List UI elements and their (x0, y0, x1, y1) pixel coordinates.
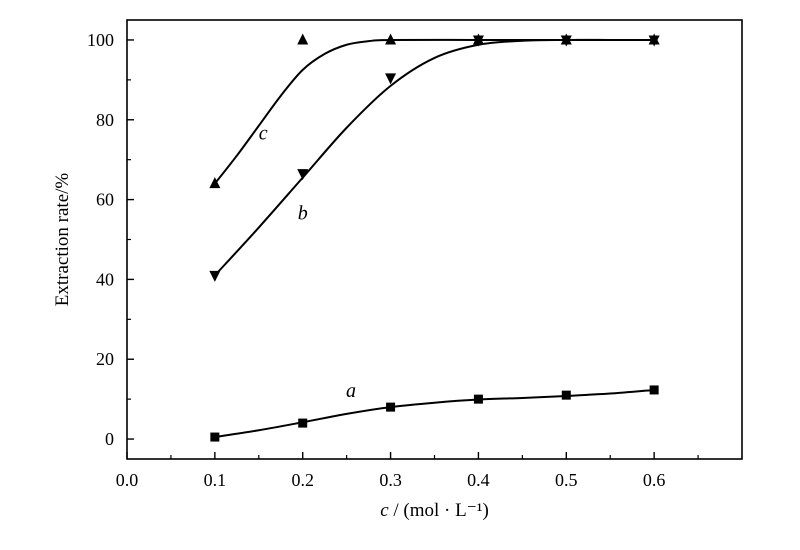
series-c-line (214, 38, 655, 185)
y-tick-label: 0 (105, 429, 114, 449)
series-c-point (385, 33, 397, 45)
series-c-point (560, 33, 572, 45)
series-a-point (561, 390, 571, 400)
x-axis-label: c / (mol · L⁻¹) (380, 500, 489, 521)
x-tick-label: 0.6 (643, 470, 666, 490)
series-b-point (297, 169, 309, 181)
y-tick-label: 100 (87, 30, 114, 50)
series-a-line (214, 388, 655, 439)
x-tick-label: 0.0 (116, 470, 139, 490)
y-tick-label: 80 (96, 110, 114, 130)
x-tick-label: 0.2 (291, 470, 314, 490)
series-label-b: b (298, 203, 308, 225)
x-tick-label: 0.3 (379, 470, 402, 490)
series-c (209, 33, 660, 189)
series-a-point (649, 385, 659, 395)
x-tick-label: 0.1 (204, 470, 227, 490)
series-label-c: c (259, 123, 268, 145)
y-tick-label: 20 (96, 349, 114, 369)
x-tick-label: 0.5 (555, 470, 578, 490)
x-axis-label-unit: / (mol · L⁻¹) (389, 500, 489, 521)
y-axis-ticks: 0 20 40 60 80 100 (87, 30, 134, 449)
series-a (210, 385, 659, 442)
annotation-layer: a b c (259, 123, 356, 402)
series-a-point (298, 418, 308, 428)
series-layer (209, 33, 660, 442)
x-axis-ticks: 0.0 0.1 0.2 0.3 0.4 0.5 0.6 (116, 452, 699, 490)
y-axis-label: Extraction rate/% (52, 173, 73, 307)
x-axis-label-variable: c (380, 500, 389, 521)
series-b-point (209, 270, 221, 282)
series-a-point (210, 432, 220, 442)
series-c-point (472, 33, 484, 45)
series-label-a: a (346, 380, 356, 402)
y-tick-label: 40 (96, 269, 114, 289)
series-c-point (209, 177, 221, 189)
y-tick-label: 60 (96, 190, 114, 210)
x-tick-label: 0.4 (467, 470, 490, 490)
series-a-point (386, 402, 396, 412)
series-c-point (648, 33, 660, 45)
series-c-point (297, 33, 309, 45)
series-b-point (385, 73, 397, 85)
series-a-point (473, 394, 483, 404)
